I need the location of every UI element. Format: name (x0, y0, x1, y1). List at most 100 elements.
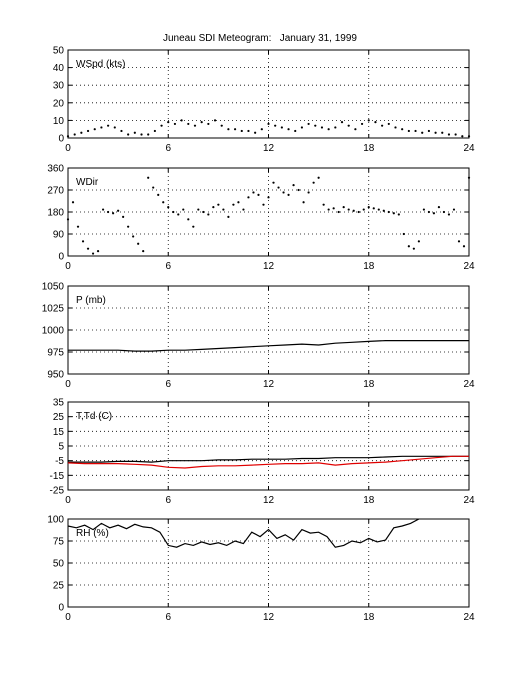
wdir-series-0-point (327, 208, 330, 211)
wdir-ytick-label: 360 (47, 164, 64, 175)
pres-xtick-label: 24 (463, 379, 475, 390)
temp-ytick-label: 35 (53, 398, 65, 409)
wspd-series-0-point (447, 133, 451, 136)
wspd-ytick-label: 40 (53, 63, 65, 74)
wspd-series-0-point (394, 126, 397, 129)
wdir-series-0-point (242, 208, 245, 211)
wdir-series-0-point (187, 218, 190, 221)
wspd-series-0-point (240, 129, 243, 133)
wdir-series-0-point (272, 181, 275, 184)
wspd-xtick-label: 12 (263, 143, 275, 154)
wdir-series-0-point (222, 208, 225, 211)
temp-series-0-line (68, 455, 469, 463)
wspd-series-0-point (254, 131, 257, 134)
wdir-series-0-point (202, 210, 205, 214)
wspd-series-0-point (347, 124, 350, 127)
wdir-label: WDir (76, 177, 99, 188)
wdir-series-0-point (412, 247, 415, 250)
wdir-series-0-point (267, 196, 270, 199)
wdir-series-0-point (257, 193, 260, 196)
rh-xtick-label: 0 (65, 612, 71, 623)
wspd-series-0-point (374, 121, 377, 124)
wdir-series-0-point (227, 215, 230, 218)
wdir-series-0-point (232, 203, 235, 206)
wspd-series-0-point (233, 128, 237, 131)
wspd-ytick-label: 0 (58, 134, 64, 145)
wspd-xtick-label: 18 (363, 143, 375, 154)
rh-ytick-label: 100 (47, 515, 64, 526)
wdir-series-0-point (107, 210, 110, 214)
temp-xtick-label: 12 (263, 495, 275, 506)
wdir-series-0-point (432, 212, 436, 215)
wdir-series-0-point (277, 186, 280, 189)
wdir-series-0-point (132, 235, 135, 238)
wdir-series-0-point (287, 193, 290, 196)
rh-xtick-label: 12 (263, 612, 275, 623)
wspd-series-0-point (147, 133, 150, 136)
wspd-series-0-point (307, 122, 310, 126)
wspd-series-0-point (461, 135, 464, 138)
temp-ytick-label: -5 (55, 456, 64, 467)
wdir-series-0-point (452, 208, 456, 211)
wdir-series-0-point (262, 203, 265, 206)
wdir-series-0-point (122, 215, 125, 218)
wdir-xtick-label: 18 (363, 261, 375, 272)
wdir-series-0-point (382, 209, 385, 212)
rh-xtick-label: 18 (363, 612, 375, 623)
rh-ytick-label: 25 (53, 581, 65, 592)
wspd-series-0-point (213, 119, 217, 122)
temp-xtick-label: 18 (363, 495, 375, 506)
wdir-series-0-point (437, 206, 441, 209)
wdir-series-0-point (392, 212, 395, 215)
wdir-series-0-point (302, 201, 305, 204)
wspd-series-0-point (334, 126, 337, 129)
wdir-series-0-point (332, 207, 335, 210)
pres-xtick-label: 6 (165, 379, 171, 390)
wdir-series-0-point (81, 240, 85, 243)
wspd-series-0-point (320, 126, 324, 129)
wdir-series-0-point (347, 208, 350, 211)
pres-ytick-label: 1025 (42, 304, 65, 315)
temp-xtick-label: 0 (65, 495, 71, 506)
wdir-series-0-point (212, 206, 215, 209)
wspd-label: WSpd (kts) (76, 59, 125, 70)
temp-ytick-label: -15 (50, 471, 65, 482)
wdir-series-0-point (357, 210, 360, 214)
wdir-series-0-point (66, 218, 70, 221)
wdir-series-0-point (76, 225, 80, 228)
temp-xtick-label: 24 (463, 495, 475, 506)
rh-ytick-label: 50 (53, 559, 65, 570)
wdir-series-0-point (237, 201, 240, 204)
wdir-series-0-point (337, 210, 340, 214)
wdir-ytick-label: 0 (58, 252, 64, 263)
wspd-series-0-point (407, 129, 410, 133)
pres-ytick-label: 1000 (42, 326, 65, 337)
wspd-ytick-label: 10 (53, 116, 65, 127)
wdir-xtick-label: 12 (263, 261, 275, 272)
wspd-series-0-point (401, 128, 404, 131)
wspd-series-0-point (314, 124, 317, 127)
wdir-xtick-label: 0 (65, 261, 71, 272)
wspd-series-0-point (327, 128, 330, 131)
wspd-series-0-point (427, 129, 430, 133)
wspd-series-0-point (93, 128, 96, 131)
rh-ytick-label: 75 (53, 537, 65, 548)
wspd-series-0-point (267, 122, 270, 126)
wspd-series-0-point (441, 131, 444, 134)
wspd-series-0-point (193, 124, 197, 127)
wdir-series-0-point (422, 208, 425, 211)
temp-xtick-label: 6 (165, 495, 171, 506)
chart-title: Juneau SDI Meteogram: January 31, 1999 (162, 33, 357, 44)
wspd-series-0-point (454, 133, 457, 136)
wdir-series-0-point (442, 210, 446, 214)
wspd-series-0-point (354, 128, 357, 131)
temp-series-1-line (67, 455, 469, 469)
wspd-xtick-label: 6 (165, 143, 171, 154)
wspd-ytick-label: 30 (53, 81, 65, 92)
wdir-xtick-label: 6 (165, 261, 171, 272)
wspd-xtick-label: 0 (65, 143, 71, 154)
wspd-series-0-point (113, 126, 116, 129)
wdir-series-0-point (101, 208, 105, 211)
temp-ytick-label: 25 (53, 412, 65, 423)
